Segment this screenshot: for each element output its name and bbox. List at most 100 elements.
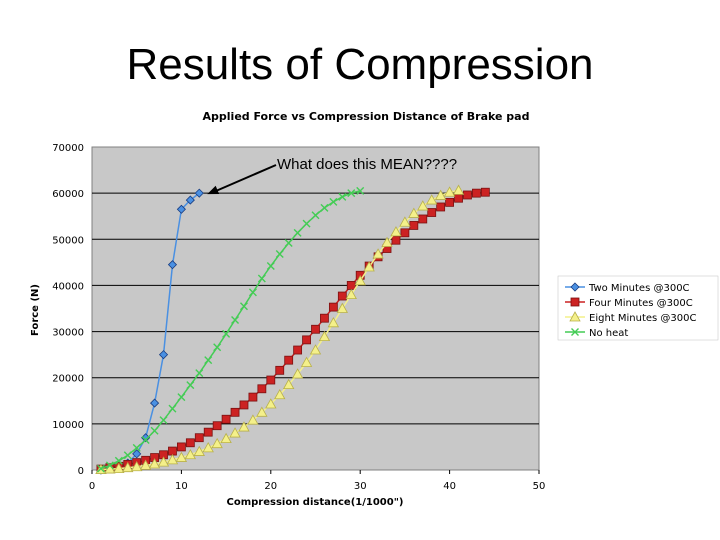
data-point (443, 186, 456, 197)
data-point (320, 313, 329, 323)
y-tick-label: 20000 (52, 374, 84, 385)
data-point (427, 208, 437, 217)
data-point (113, 462, 125, 474)
data-point (257, 384, 267, 394)
data-point (381, 236, 393, 247)
y-tick-label: 60000 (52, 189, 84, 200)
plot-area (91, 146, 540, 471)
annotation-arrowhead (207, 185, 220, 195)
data-point (283, 378, 295, 390)
annotation-arrow (212, 164, 277, 194)
data-point (175, 451, 188, 462)
data-point (239, 400, 249, 410)
data-point (105, 461, 114, 470)
data-point (302, 335, 311, 345)
data-point (329, 197, 338, 206)
data-point (284, 355, 294, 365)
slide-title: Results of Compression (126, 40, 594, 89)
data-point (177, 393, 186, 402)
y-tick-label: 70000 (52, 143, 84, 154)
x-tick-labels: 0 10 20 30 40 50 (89, 470, 546, 492)
data-point (434, 189, 447, 200)
data-point (132, 449, 142, 459)
annotation: What does this MEAN???? (207, 156, 457, 195)
data-point (168, 404, 177, 413)
data-point (356, 186, 365, 195)
data-point (347, 189, 356, 198)
x-tick-label: 40 (443, 481, 456, 492)
data-point (336, 302, 348, 313)
data-point (293, 228, 302, 237)
data-point (211, 437, 223, 449)
data-point (338, 192, 347, 201)
data-point (293, 345, 303, 355)
data-point (275, 250, 284, 259)
data-point (327, 316, 340, 328)
series-triangle (95, 184, 465, 474)
data-point (417, 200, 429, 211)
data-point (247, 414, 259, 425)
data-point (328, 302, 338, 312)
data-point (480, 187, 490, 197)
data-point (123, 451, 132, 460)
data-point (409, 221, 419, 230)
annotation-text: What does this MEAN???? (277, 156, 457, 173)
data-point (204, 356, 213, 365)
x-tick-label: 20 (264, 481, 277, 492)
y-tick-label: 50000 (52, 235, 84, 246)
data-point (311, 324, 320, 334)
data-point (472, 188, 481, 198)
data-point (114, 456, 123, 465)
data-point (302, 219, 311, 228)
legend-label: Two Minutes @300C (588, 283, 690, 294)
data-point (300, 356, 313, 367)
data-point (231, 316, 240, 325)
data-point (390, 226, 402, 237)
data-point (122, 461, 134, 473)
data-point (372, 248, 384, 259)
data-point (168, 446, 177, 456)
data-point (436, 202, 446, 212)
y-tick-labels: 0 10000 20000 30000 40000 50000 60000 70000 (52, 143, 84, 477)
data-point (212, 421, 222, 431)
data-point (158, 350, 169, 360)
data-point (239, 302, 248, 311)
data-point (400, 228, 410, 238)
data-point (203, 427, 213, 437)
data-point (194, 188, 204, 198)
data-point (311, 211, 320, 220)
data-point (320, 203, 329, 212)
data-point (309, 344, 322, 355)
data-point (265, 398, 277, 409)
y-tick-label: 10000 (52, 420, 84, 431)
data-point (222, 329, 231, 338)
data-point (445, 197, 455, 207)
data-point (463, 190, 472, 200)
legend-label: Four Minutes @300C (589, 298, 693, 309)
x-tick-label: 0 (89, 481, 95, 492)
data-point (399, 216, 411, 227)
y-tick-label: 40000 (52, 281, 84, 292)
x-tick-label: 50 (533, 481, 546, 492)
legend-label: No heat (589, 328, 628, 339)
data-point (257, 274, 266, 283)
data-point (150, 426, 159, 435)
data-point (167, 260, 178, 270)
legend-marker (571, 328, 579, 336)
y-axis-label: Force (N) (30, 284, 41, 336)
data-point (346, 281, 356, 290)
data-point (418, 214, 428, 224)
series-x (96, 186, 365, 473)
data-point (230, 407, 240, 417)
legend-marker (570, 297, 580, 307)
data-point (266, 375, 276, 385)
data-point (131, 460, 143, 472)
series-square (96, 187, 490, 474)
data-point (345, 288, 357, 300)
data-point (248, 392, 258, 402)
legend-marker (569, 311, 581, 322)
data-point (193, 445, 205, 456)
x-tick-label: 30 (354, 481, 367, 492)
data-point (291, 368, 304, 379)
